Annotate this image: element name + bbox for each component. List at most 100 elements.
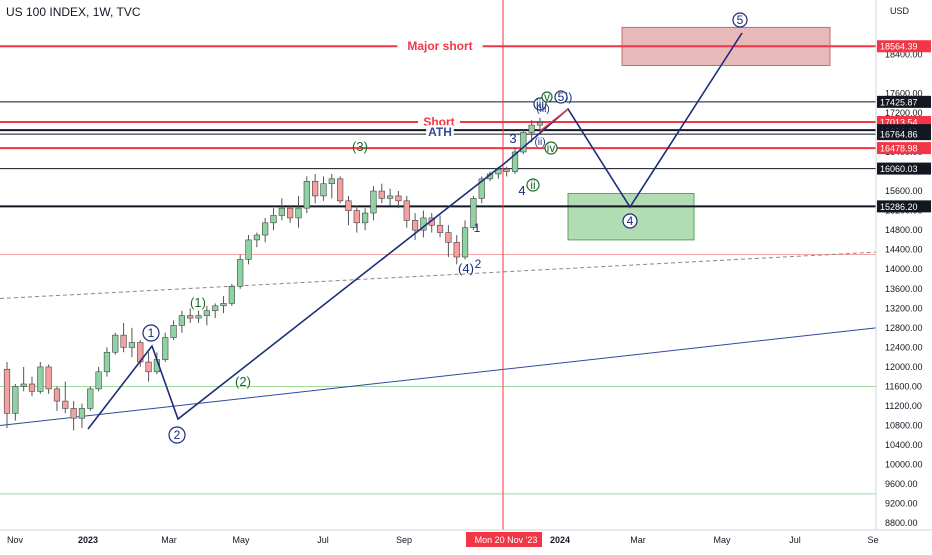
- x-tick-label: Se: [867, 535, 878, 545]
- candle: [62, 381, 69, 414]
- y-tick-label: 9200.00: [885, 499, 918, 509]
- candle: [353, 205, 360, 233]
- candle: [303, 176, 310, 214]
- candle: [445, 225, 452, 257]
- price-axis: [876, 0, 932, 550]
- ath-label-bg: [426, 125, 454, 139]
- candle: [28, 376, 36, 397]
- wave-5-target-label-text: 5: [737, 13, 744, 27]
- wave-5-target-label: 5: [732, 12, 748, 28]
- wave-5-circle-label: 5: [554, 90, 568, 104]
- candle-body: [103, 351, 111, 373]
- candle-body: [511, 151, 519, 172]
- candle-body: [245, 239, 252, 260]
- candle: [287, 205, 294, 223]
- wave-2b-label: 2: [475, 257, 482, 271]
- candle: [237, 254, 244, 289]
- wave-v-label: v: [541, 90, 553, 104]
- candle: [270, 208, 277, 231]
- candle: [320, 176, 327, 201]
- wave-1-label: 1: [142, 324, 160, 342]
- candle-body: [411, 220, 419, 231]
- y-tick-label: 12800.00: [885, 323, 923, 333]
- wave-4-target-label-circle: [622, 213, 638, 229]
- ath-label-group: ATH: [426, 125, 454, 139]
- x-tick-label: Mar: [630, 535, 646, 545]
- x-tick-label: Nov: [7, 535, 24, 545]
- y-tick-label: 14400.00: [885, 245, 923, 255]
- candle: [20, 366, 27, 392]
- wave-iii-label: iii: [533, 97, 547, 111]
- candle: [536, 117, 544, 133]
- candle: [103, 347, 111, 377]
- candle-body: [95, 371, 102, 390]
- price-tag-bg: [877, 200, 931, 213]
- candle: [520, 129, 527, 155]
- chart-title: US 100 INDEX, 1W, TVC: [6, 5, 141, 19]
- x-tick-label: Jul: [317, 535, 329, 545]
- y-tick-label: 10000.00: [885, 460, 923, 470]
- x-tick-label: 2023: [78, 535, 98, 545]
- candle: [345, 195, 352, 226]
- candle: [403, 195, 410, 228]
- candle: [95, 366, 102, 392]
- wave-ii-label-text: ii: [530, 178, 535, 192]
- y-tick-label: 9600.00: [885, 479, 918, 489]
- wave-iii-label-circle: [533, 97, 547, 111]
- wave-1-label-circle: [142, 324, 160, 342]
- x-tick-label: Sep: [396, 535, 412, 545]
- price-tag-bg: [877, 128, 931, 141]
- candle-body: [20, 383, 27, 387]
- candle-body: [270, 215, 277, 224]
- candle-body: [37, 366, 44, 392]
- candle: [245, 235, 252, 265]
- wave-(3)-label: (3): [352, 139, 368, 154]
- wave-1b-label: 1: [474, 221, 481, 235]
- candle-body: [128, 342, 136, 348]
- candle-body: [195, 315, 202, 319]
- candle-body: [312, 180, 319, 197]
- candle: [187, 308, 194, 323]
- candle: [528, 120, 535, 143]
- candle: [511, 147, 519, 174]
- candle: [228, 283, 235, 306]
- y-tick-label: 11200.00: [885, 401, 922, 411]
- price-tag-bg: [877, 95, 931, 108]
- candle-body: [62, 400, 69, 409]
- wave-5-circle-label-circle: [554, 90, 568, 104]
- candle: [70, 401, 77, 431]
- candle: [295, 195, 302, 228]
- wave-4-target-label-text: 4: [627, 214, 634, 228]
- wave-iv-label-circle: [544, 141, 558, 155]
- candle-body: [53, 388, 61, 402]
- candle: [203, 305, 210, 326]
- ath-label: ATH: [428, 125, 452, 139]
- price-tag-bg: [877, 142, 931, 155]
- candle: [253, 232, 260, 248]
- candle-body: [120, 334, 127, 348]
- candle-body: [3, 369, 11, 414]
- candle-body: [362, 212, 369, 224]
- candle-body: [337, 178, 344, 202]
- price-tag: 17425.87: [877, 95, 931, 108]
- candle-body: [395, 195, 402, 202]
- plot-area: [0, 0, 876, 530]
- wave-v-label-text: v: [544, 90, 550, 104]
- y-tick-label: 8800.00: [885, 518, 918, 528]
- y-tick-label: 14000.00: [885, 264, 923, 274]
- candle-body: [320, 183, 327, 197]
- candle-body: [287, 207, 294, 219]
- price-tag: 18564.39: [877, 40, 931, 53]
- x-tick-label: Mar: [161, 535, 177, 545]
- price-tag: 16478.98: [877, 142, 931, 155]
- wave-iv-label: iv: [544, 141, 558, 155]
- candle: [278, 198, 285, 221]
- y-tick-label: 13600.00: [885, 284, 923, 294]
- candle: [87, 386, 94, 411]
- y-tick-label: 10400.00: [885, 440, 923, 450]
- y-tick-label: 17200.00: [885, 108, 923, 118]
- candle-body: [520, 132, 527, 153]
- wave-(2)-label: (2): [235, 374, 251, 389]
